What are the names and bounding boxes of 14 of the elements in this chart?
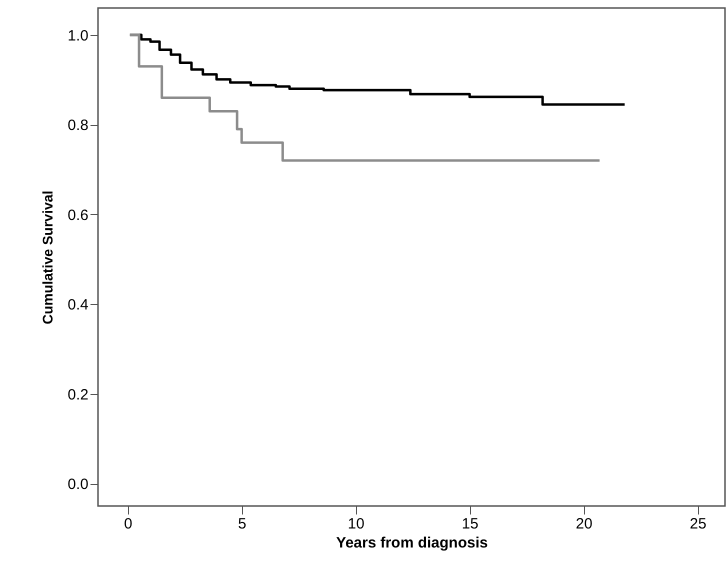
- x-tick-label: 15: [462, 516, 478, 532]
- x-tick-label: 20: [576, 516, 592, 532]
- y-tick-label: 0.6: [68, 206, 88, 224]
- x-tick-label: 10: [348, 516, 364, 532]
- y-tick-label: 0.4: [68, 296, 88, 314]
- x-tick-label: 5: [238, 516, 246, 532]
- y-tick-label: 0.0: [68, 476, 88, 494]
- y-tick-label: 0.8: [68, 117, 88, 134]
- y-axis-title: Cumulative Survival: [40, 190, 56, 324]
- x-axis-title: Years from diagnosis: [336, 534, 488, 552]
- x-tick-label: 25: [690, 516, 706, 532]
- y-tick-label: 1.0: [68, 27, 88, 44]
- y-tick-label: 0.2: [68, 386, 88, 404]
- x-tick-label: 0: [124, 516, 132, 532]
